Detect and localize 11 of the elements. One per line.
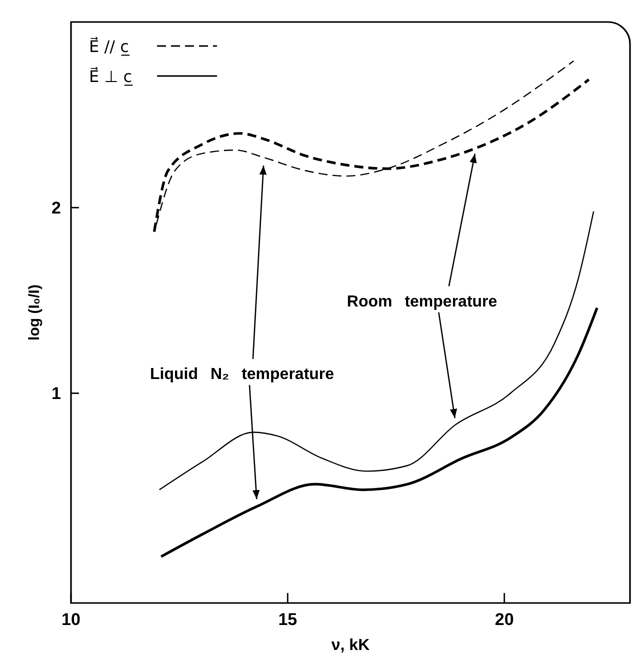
x-axis-title: ν, kK [331, 637, 370, 654]
y-axis-title: log (I₀/I) [26, 284, 43, 340]
x-tick-label: 20 [494, 610, 514, 629]
x-tick-label: 15 [278, 610, 298, 629]
annotation: Liquid N₂ temperature [150, 366, 334, 383]
annotation: Room temperature [346, 293, 498, 310]
y-tick-label: 2 [52, 198, 61, 218]
x-tick-label: 10 [62, 610, 80, 629]
legend-label: E⃗ ⊥ c̲ [89, 66, 134, 86]
legend-label: E⃗ // c̲ [89, 36, 130, 56]
y-tick-label: 1 [52, 384, 61, 404]
